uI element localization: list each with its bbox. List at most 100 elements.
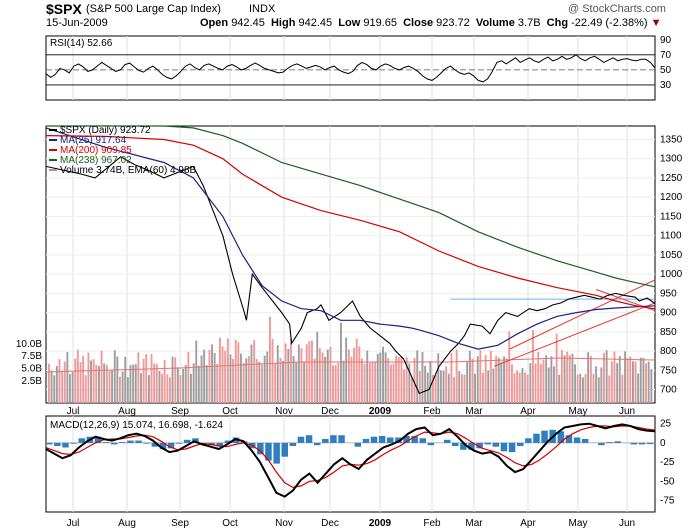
volume-bar (329, 346, 332, 403)
volume-bar (508, 331, 511, 403)
volume-bar (166, 374, 169, 403)
volume-bar (613, 351, 616, 403)
volume-bar (621, 374, 624, 403)
macd-histogram-bar (476, 442, 483, 449)
price-y-tick: 1000 (660, 269, 683, 280)
volume-bar (190, 374, 192, 403)
volume-bar (474, 373, 476, 403)
volume-bar (403, 369, 405, 403)
volume-bar (76, 349, 79, 403)
macd-title: MACD(12,26,9) 15.074, 16.698, -1.624 (50, 420, 223, 431)
volume-bar (355, 338, 358, 403)
volume-bar (513, 373, 516, 403)
volume-bar (605, 350, 608, 403)
volume-bar (384, 352, 387, 403)
trend-channel-lower (493, 302, 656, 367)
volume-bar (124, 356, 127, 403)
x-tick-label: Oct (222, 406, 238, 417)
volume-bar (229, 354, 232, 403)
volume-bar (90, 360, 92, 403)
volume-bar (342, 360, 345, 403)
volume-bar (592, 373, 595, 403)
macd-histogram-bar (127, 440, 134, 443)
ma238-line (46, 125, 656, 288)
volume-bar (163, 359, 166, 403)
volume-tick-label: 10.0B (16, 339, 42, 350)
macd-histogram-bar (419, 438, 426, 443)
volume-bar (390, 364, 392, 403)
price-y-tick: 1300 (660, 154, 683, 165)
volume-bar (179, 375, 182, 403)
chg-value: -22.49 (-2.38%) (571, 17, 648, 29)
x-tick-label: May (569, 518, 588, 529)
volume-bar (505, 358, 508, 403)
volume-bar (503, 356, 505, 403)
volume-bar (563, 355, 566, 403)
volume-bar (108, 370, 111, 403)
volume-bar (442, 370, 445, 403)
volume-ema-line (45, 357, 656, 373)
macd-histogram-bar (508, 442, 516, 453)
x-tick-label: Jun (619, 406, 635, 417)
macd-histogram-bar (119, 442, 126, 443)
macd-y-tick: -75 (660, 495, 675, 506)
volume-bar (313, 358, 316, 403)
volume-bar (550, 356, 553, 403)
volume-bar (645, 363, 647, 403)
volume-bar (408, 363, 411, 403)
volume-bar (461, 374, 463, 403)
volume-bar (350, 356, 353, 403)
watermark[interactable]: @ StockCharts.com (568, 3, 666, 15)
macd-histogram-bar (102, 442, 110, 443)
x-tick-label: Mar (465, 406, 483, 417)
volume-bar (290, 338, 292, 403)
macd-histogram-bar (484, 442, 491, 445)
macd-histogram-bar (54, 442, 61, 446)
x-tick-label: Sep (171, 518, 189, 529)
volume-bar (48, 363, 50, 403)
x-tick-label: Feb (423, 518, 441, 529)
volume-bar (237, 342, 240, 403)
volume-bar (161, 373, 163, 403)
volume-bar (347, 349, 350, 403)
macd-histogram-bar (362, 439, 370, 443)
volume-bar (245, 358, 248, 403)
price-y-tick: 1350 (660, 134, 683, 145)
volume-bar (545, 355, 548, 403)
low-value: 919.65 (363, 17, 397, 29)
volume-bar (197, 365, 200, 403)
volume-bar (269, 316, 271, 403)
volume-bar (595, 366, 597, 403)
volume-bar (429, 360, 432, 403)
volume-bar (287, 349, 290, 403)
volume-bar (616, 363, 619, 403)
rsi-title: RSI(14) 52.66 (50, 38, 113, 49)
macd-histogram-bar (62, 442, 69, 448)
volume-bar (271, 338, 274, 403)
macd-histogram-bar (411, 436, 418, 443)
volume-bar (534, 363, 537, 403)
volume-bar (576, 374, 579, 403)
volume-bar (258, 361, 261, 403)
volume-bar (232, 358, 234, 403)
volume-bar (400, 356, 403, 403)
legend-entry: MA(238) 967.02 (60, 155, 132, 166)
volume-bar (221, 346, 224, 403)
macd-histogram-bar (354, 442, 362, 447)
down-arrow-icon: ▼ (650, 17, 662, 29)
macd-histogram-bar (281, 442, 288, 457)
volume-bar (105, 364, 108, 403)
price-y-tick: 1250 (660, 173, 683, 184)
volume-bar (495, 356, 498, 403)
volume-bar (140, 373, 142, 403)
volume-bar (340, 322, 342, 403)
security-name: (S&P 500 Large Cap Index) (86, 3, 221, 15)
rsi-y-tick: 90 (660, 35, 672, 46)
volume-bar (424, 365, 427, 403)
volume-bar (358, 346, 361, 403)
macd-histogram-bar (468, 442, 475, 450)
x-tick-label: Apr (520, 406, 536, 417)
volume-bar (324, 356, 327, 403)
ma200-line (45, 135, 656, 310)
x-tick-label: Feb (423, 406, 441, 417)
